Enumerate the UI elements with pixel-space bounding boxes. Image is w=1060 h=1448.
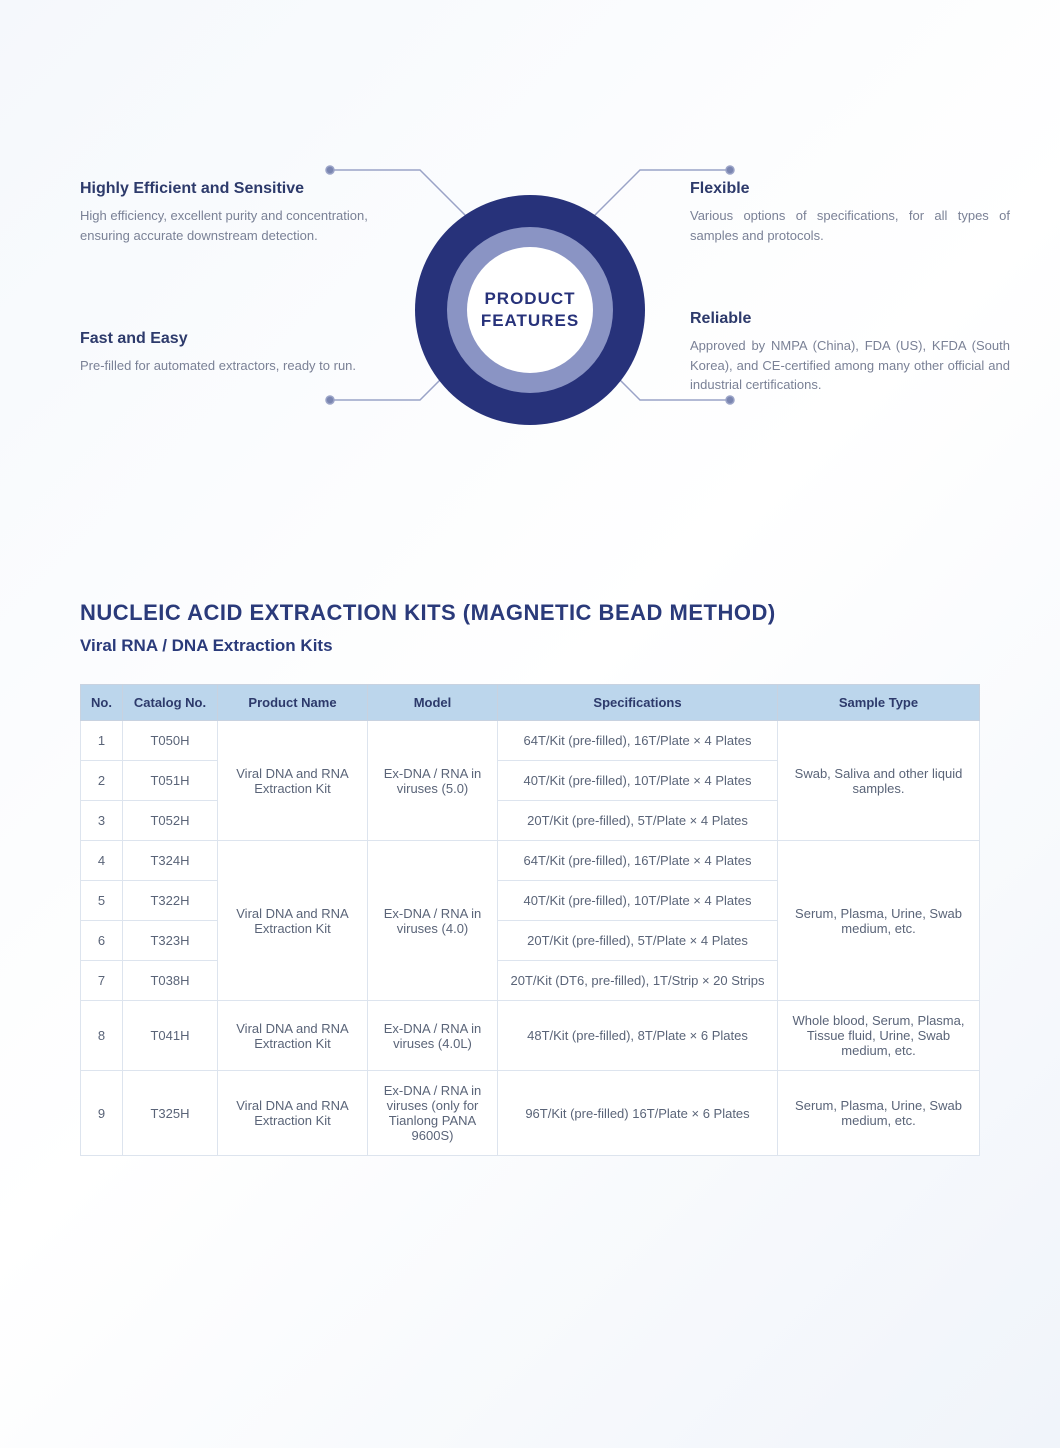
col-spec: Specifications: [498, 685, 778, 721]
product-features-diagram: PRODUCT FEATURES Highly Efficient and Se…: [80, 140, 980, 480]
kits-section: NUCLEIC ACID EXTRACTION KITS (MAGNETIC B…: [80, 600, 980, 1156]
kits-table: No. Catalog No. Product Name Model Speci…: [80, 684, 980, 1156]
cell-no: 3: [81, 801, 123, 841]
cell-no: 1: [81, 721, 123, 761]
table-row: 9T325HViral DNA and RNA Extraction KitEx…: [81, 1071, 980, 1156]
table-row: 8T041HViral DNA and RNA Extraction KitEx…: [81, 1001, 980, 1071]
cell-spec: 48T/Kit (pre-filled), 8T/Plate × 6 Plate…: [498, 1001, 778, 1071]
cell-catalog: T041H: [123, 1001, 218, 1071]
cell-spec: 64T/Kit (pre-filled), 16T/Plate × 4 Plat…: [498, 841, 778, 881]
section-title: NUCLEIC ACID EXTRACTION KITS (MAGNETIC B…: [80, 600, 980, 626]
col-model: Model: [368, 685, 498, 721]
cell-model: Ex-DNA / RNA in viruses (4.0): [368, 841, 498, 1001]
cell-catalog: T324H: [123, 841, 218, 881]
cell-spec: 40T/Kit (pre-filled), 10T/Plate × 4 Plat…: [498, 761, 778, 801]
feature-title: Flexible: [690, 180, 1010, 198]
table-row: 1T050HViral DNA and RNA Extraction KitEx…: [81, 721, 980, 761]
cell-spec: 64T/Kit (pre-filled), 16T/Plate × 4 Plat…: [498, 721, 778, 761]
cell-spec: 40T/Kit (pre-filled), 10T/Plate × 4 Plat…: [498, 881, 778, 921]
feature-flexible: Flexible Various options of specificatio…: [690, 180, 1010, 245]
feature-desc: Pre-filled for automated extractors, rea…: [80, 356, 400, 376]
cell-spec: 20T/Kit (pre-filled), 5T/Plate × 4 Plate…: [498, 801, 778, 841]
cell-product-name: Viral DNA and RNA Extraction Kit: [218, 1001, 368, 1071]
cell-spec: 20T/Kit (pre-filled), 5T/Plate × 4 Plate…: [498, 921, 778, 961]
feature-reliable: Reliable Approved by NMPA (China), FDA (…: [690, 310, 1010, 395]
cell-no: 8: [81, 1001, 123, 1071]
col-no: No.: [81, 685, 123, 721]
cell-catalog: T038H: [123, 961, 218, 1001]
features-ring: PRODUCT FEATURES: [415, 195, 645, 425]
cell-spec: 96T/Kit (pre-filled) 16T/Plate × 6 Plate…: [498, 1071, 778, 1156]
feature-efficient: Highly Efficient and Sensitive High effi…: [80, 180, 400, 245]
cell-no: 5: [81, 881, 123, 921]
feature-fast: Fast and Easy Pre-filled for automated e…: [80, 330, 400, 376]
cell-no: 4: [81, 841, 123, 881]
section-subtitle: Viral RNA / DNA Extraction Kits: [80, 636, 980, 656]
cell-no: 7: [81, 961, 123, 1001]
cell-catalog: T322H: [123, 881, 218, 921]
col-product-name: Product Name: [218, 685, 368, 721]
cell-sample-type: Serum, Plasma, Urine, Swab medium, etc.: [778, 841, 980, 1001]
col-sample-type: Sample Type: [778, 685, 980, 721]
cell-no: 6: [81, 921, 123, 961]
cell-sample-type: Serum, Plasma, Urine, Swab medium, etc.: [778, 1071, 980, 1156]
feature-title: Fast and Easy: [80, 330, 400, 348]
feature-desc: High efficiency, excellent purity and co…: [80, 206, 400, 245]
cell-product-name: Viral DNA and RNA Extraction Kit: [218, 1071, 368, 1156]
cell-catalog: T325H: [123, 1071, 218, 1156]
cell-catalog: T323H: [123, 921, 218, 961]
cell-model: Ex-DNA / RNA in viruses (5.0): [368, 721, 498, 841]
cell-no: 9: [81, 1071, 123, 1156]
feature-desc: Approved by NMPA (China), FDA (US), KFDA…: [690, 336, 1010, 395]
feature-title: Reliable: [690, 310, 1010, 328]
feature-desc: Various options of specifications, for a…: [690, 206, 1010, 245]
cell-no: 2: [81, 761, 123, 801]
cell-sample-type: Swab, Saliva and other liquid samples.: [778, 721, 980, 841]
cell-catalog: T051H: [123, 761, 218, 801]
cell-product-name: Viral DNA and RNA Extraction Kit: [218, 841, 368, 1001]
table-header-row: No. Catalog No. Product Name Model Speci…: [81, 685, 980, 721]
table-row: 4T324HViral DNA and RNA Extraction KitEx…: [81, 841, 980, 881]
feature-title: Highly Efficient and Sensitive: [80, 180, 400, 198]
cell-model: Ex-DNA / RNA in viruses (4.0L): [368, 1001, 498, 1071]
cell-model: Ex-DNA / RNA in viruses (only for Tianlo…: [368, 1071, 498, 1156]
features-ring-label: PRODUCT FEATURES: [467, 247, 593, 373]
cell-catalog: T050H: [123, 721, 218, 761]
cell-spec: 20T/Kit (DT6, pre-filled), 1T/Strip × 20…: [498, 961, 778, 1001]
cell-catalog: T052H: [123, 801, 218, 841]
cell-sample-type: Whole blood, Serum, Plasma, Tissue fluid…: [778, 1001, 980, 1071]
col-catalog: Catalog No.: [123, 685, 218, 721]
cell-product-name: Viral DNA and RNA Extraction Kit: [218, 721, 368, 841]
